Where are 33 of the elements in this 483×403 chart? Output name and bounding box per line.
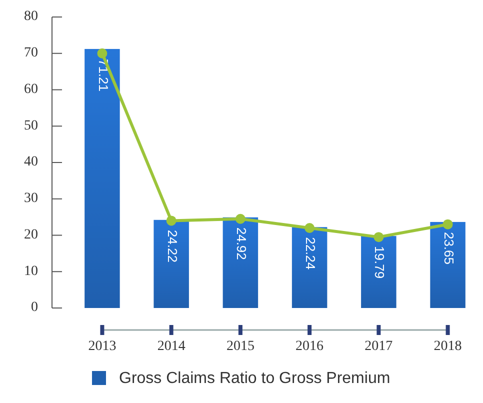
data-label: 24.92 <box>234 227 250 260</box>
bar <box>84 48 120 308</box>
y-tick-label: 60 <box>24 82 38 97</box>
bar <box>361 236 396 308</box>
y-tick-label: 50 <box>24 118 38 134</box>
point <box>304 222 315 233</box>
x-tick-label: 2018 <box>434 339 462 354</box>
y-tick-label: 30 <box>24 191 38 206</box>
y-tick-label: 10 <box>24 264 38 279</box>
x-tick-label: 2015 <box>226 339 254 354</box>
point <box>442 219 453 230</box>
point <box>374 232 384 242</box>
bar <box>154 220 189 308</box>
x-tick-label: 2013 <box>88 339 116 354</box>
data-label: 22.24 <box>303 237 318 270</box>
legend-label: Gross Claims Ratio to Gross Premium <box>119 370 390 388</box>
data-label: 19.79 <box>372 246 388 279</box>
bar <box>292 227 328 308</box>
bar <box>430 222 466 308</box>
y-tick-label: 70 <box>24 46 38 61</box>
y-tick-label: 0 <box>31 300 38 316</box>
point <box>235 214 246 224</box>
data-label: 23.65 <box>441 232 456 265</box>
x-tick-label: 2016 <box>296 339 324 354</box>
y-tick-label: 80 <box>24 9 38 24</box>
point <box>97 48 108 58</box>
x-tick-label: 2014 <box>157 339 186 354</box>
x-tick-label: 2017 <box>364 339 393 354</box>
bar <box>222 217 258 308</box>
y-tick-label: 40 <box>24 154 38 170</box>
point <box>166 216 176 226</box>
data-label: 24.22 <box>164 230 180 262</box>
y-tick-label: 20 <box>24 227 38 242</box>
